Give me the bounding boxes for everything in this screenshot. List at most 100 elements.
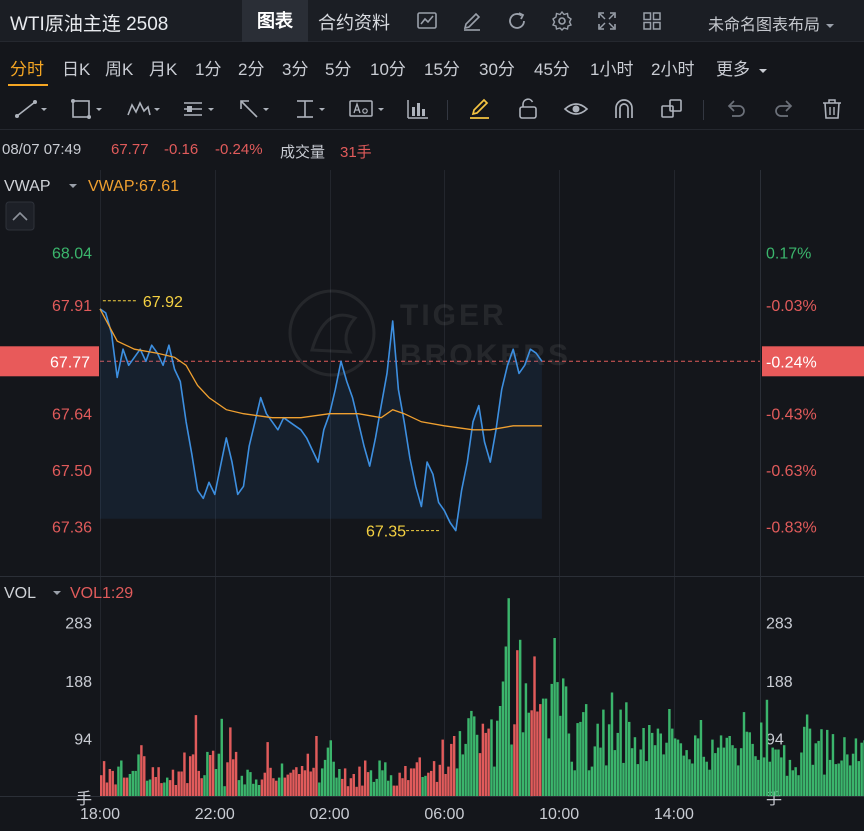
layers-icon[interactable] <box>659 97 685 121</box>
volume-bar <box>653 745 657 796</box>
volume-bar <box>625 702 628 796</box>
period-3min[interactable]: 3分 <box>282 60 309 79</box>
period-more[interactable]: 更多 <box>716 55 768 80</box>
period-30min[interactable]: 30分 <box>479 60 515 79</box>
volume-bar <box>220 718 223 796</box>
layout-select[interactable]: 未命名图表布局 <box>708 11 835 35</box>
redo-icon[interactable] <box>771 97 797 121</box>
volume-bar <box>329 740 333 796</box>
volume-bar <box>378 760 381 796</box>
settings-gear-icon[interactable] <box>551 10 573 32</box>
volume-bar <box>134 770 137 796</box>
volume-bar <box>504 646 508 796</box>
volume-bar <box>820 729 823 796</box>
volume-bar <box>834 764 838 796</box>
tab-contract-info[interactable]: 合约资料 <box>318 13 390 33</box>
magnet-icon[interactable] <box>611 97 637 121</box>
volume-bar <box>364 760 367 796</box>
fullscreen-icon[interactable] <box>596 10 618 32</box>
lock-icon[interactable] <box>515 97 541 121</box>
volume-bar <box>372 781 376 796</box>
grid-layout-icon[interactable] <box>641 10 663 32</box>
text-tool-icon[interactable] <box>348 97 386 121</box>
volume-bar <box>441 739 444 796</box>
visibility-eye-icon[interactable] <box>563 97 589 121</box>
collapse-pane-button[interactable] <box>5 201 35 231</box>
volume-bar <box>338 769 341 796</box>
period-day[interactable]: 日K <box>62 60 91 79</box>
volume-bar <box>312 767 315 796</box>
refresh-icon[interactable] <box>506 10 528 32</box>
volume-bar <box>668 709 671 796</box>
volume-bar <box>622 762 625 796</box>
volume-bar <box>412 768 416 796</box>
indicator-vwap-label[interactable]: VWAP <box>4 178 51 195</box>
price-range-tool-icon[interactable] <box>294 97 328 121</box>
volume-bar <box>564 686 568 796</box>
volume-bar <box>191 754 195 796</box>
volume-bar <box>742 712 746 796</box>
period-week[interactable]: 周K <box>105 60 134 79</box>
pattern-tool-icon[interactable] <box>126 97 162 121</box>
chevron-down-icon <box>758 68 767 73</box>
fibonacci-tool-icon[interactable] <box>182 97 216 121</box>
volume-bar <box>510 744 513 796</box>
indicator-bars-icon[interactable] <box>405 97 431 121</box>
volume-bar <box>137 754 140 796</box>
arrow-tool-icon[interactable] <box>238 97 272 121</box>
volume-bar <box>800 752 803 796</box>
volume-bar <box>151 767 155 796</box>
volume-bar <box>298 774 301 796</box>
volume-bar <box>530 710 533 797</box>
volume-tick-label: 283 <box>766 616 793 633</box>
indicator-vol-label[interactable]: VOL <box>4 585 36 602</box>
period-1hour[interactable]: 1小时 <box>590 60 634 79</box>
volume-bar <box>722 747 726 796</box>
volume-bar <box>616 732 619 796</box>
period-intraday[interactable]: 分时 <box>10 60 44 79</box>
period-1min[interactable]: 1分 <box>195 60 222 79</box>
volume-bar <box>607 724 611 796</box>
volume-bar <box>785 775 789 796</box>
volume-bar <box>679 743 683 796</box>
volume-bar <box>475 734 479 797</box>
volume-tick-label: 188 <box>766 674 793 691</box>
volume-bar <box>848 765 852 796</box>
rectangle-tool-icon[interactable] <box>70 97 104 121</box>
volume-bar <box>521 732 525 796</box>
tab-chart[interactable]: 图表 <box>242 0 308 42</box>
trend-line-tool-icon[interactable] <box>14 97 48 121</box>
period-2hour[interactable]: 2小时 <box>651 60 695 79</box>
period-10min[interactable]: 10分 <box>370 60 406 79</box>
volume-bar <box>788 759 792 796</box>
volume-bar <box>699 720 703 796</box>
volume-bar <box>140 745 143 796</box>
period-15min[interactable]: 15分 <box>424 60 460 79</box>
volume-bar <box>547 738 551 796</box>
symbol-title[interactable]: WTI原油主连 2508 <box>10 14 169 35</box>
volume-bar <box>782 745 786 796</box>
volume-bar <box>659 733 663 796</box>
period-2min[interactable]: 2分 <box>238 60 265 79</box>
volume-bar <box>421 777 424 796</box>
period-month[interactable]: 月K <box>149 60 178 79</box>
volume-bar <box>217 753 221 796</box>
volume-bar <box>455 768 459 796</box>
volume-bar <box>665 742 668 796</box>
brush-highlighter-icon[interactable] <box>467 97 493 121</box>
edit-pencil-icon[interactable] <box>461 10 483 32</box>
period-45min[interactable]: 45分 <box>534 60 570 79</box>
undo-icon[interactable] <box>723 97 749 121</box>
volume-tick-label: 94 <box>74 731 92 748</box>
current-pct-tag-right: -0.24% <box>762 346 864 377</box>
period-5min[interactable]: 5分 <box>325 60 352 79</box>
chevron-down-icon[interactable] <box>69 184 77 188</box>
chart-type-icon[interactable] <box>416 10 438 32</box>
chevron-down-icon[interactable] <box>53 591 61 595</box>
volume-bar <box>320 768 324 796</box>
volume-tick-label: 188 <box>65 674 92 691</box>
volume-bar <box>254 779 258 796</box>
trash-delete-icon[interactable] <box>819 97 845 121</box>
volume-bar <box>590 766 594 796</box>
